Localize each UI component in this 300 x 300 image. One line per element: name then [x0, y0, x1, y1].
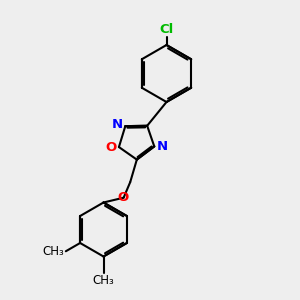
Text: N: N	[157, 140, 168, 153]
Text: CH₃: CH₃	[93, 274, 114, 287]
Text: CH₃: CH₃	[43, 245, 64, 258]
Text: O: O	[117, 191, 129, 204]
Text: Cl: Cl	[159, 23, 174, 36]
Text: O: O	[105, 141, 116, 154]
Text: N: N	[112, 118, 123, 131]
